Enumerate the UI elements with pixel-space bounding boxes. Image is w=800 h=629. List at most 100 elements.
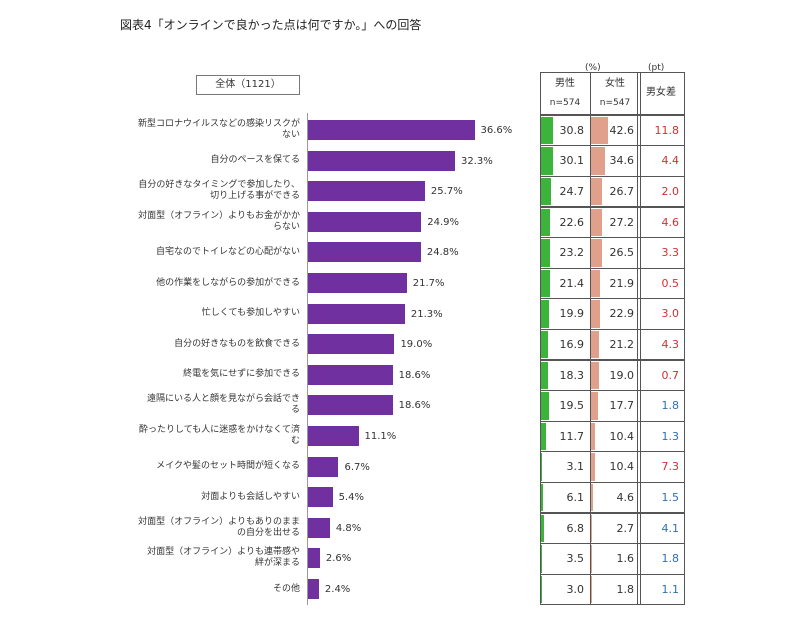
category-label: 自分の好きなものを飲食できる [174,338,300,349]
cell-value: 30.1 [559,154,585,168]
cell-bar [541,177,551,206]
category-label: 終電を気にせずに参加できる [183,369,300,380]
cell-value: 19.5 [559,399,585,413]
value-label: 6.7% [344,461,370,473]
category-label: 対面よりも会話しやすい [201,491,300,502]
value-label: 2.4% [324,584,351,595]
axis-line [307,113,308,605]
cell-value: 42.6 [609,123,635,137]
cell-bar [591,422,596,451]
category-label: 対面型（オフライン）よりも連帯感や 絆が深まる [147,547,300,569]
bar [308,548,320,569]
cell-value: 10.4 [609,429,635,443]
diff-value: 1.3 [661,429,680,443]
table-header [590,72,641,115]
cell-value: 34.6 [609,154,635,168]
cell-value: 10.4 [609,460,635,474]
cell-bar [541,239,551,267]
category-label: 遠隔にいる人と顔を見ながら会話でき る [146,394,300,416]
cell-bar [591,300,601,328]
table-cell [590,573,641,606]
cell-bar [591,147,605,175]
category-label: 忙しくても参加しやすい [201,308,300,319]
bar [308,150,455,171]
cell-bar [541,392,549,420]
cell-value: 21.2 [609,337,635,351]
value-label: 21.3% [410,308,443,320]
value-label: 24.8% [426,247,459,259]
cell-bar [591,330,600,359]
column-name: 男女差 [646,87,676,98]
diff-value: 4.1 [661,521,680,535]
cell-value: 11.7 [559,429,585,443]
category-label: メイクや髪のセット時間が短くなる [156,461,300,472]
column-name: 女性 [605,78,625,89]
cell-value: 23.2 [559,246,585,260]
value-label: 19.0% [400,339,433,351]
bar [308,120,475,140]
bar [308,487,333,508]
diff-value: 1.1 [661,582,680,596]
cell-value: 19.9 [559,307,585,321]
value-label: 36.6% [480,125,513,136]
value-label: 18.6% [398,400,431,412]
diff-value: 7.3 [661,460,680,474]
cell-bar [541,147,554,175]
bar [308,242,421,263]
value-label: 25.7% [430,186,463,198]
cell-bar [541,330,548,359]
cell-bar [541,545,543,573]
cell-bar [591,392,599,420]
cell-value: 1.6 [616,552,635,566]
bar [308,334,395,355]
cell-bar [591,361,599,390]
cell-value: 6.1 [566,490,585,504]
category-label: 自分の好きなタイミングで参加したり、 切り上げる事ができる [138,180,300,202]
unit-label: (%) [585,63,601,73]
column-n: n=574 [549,98,581,108]
diff-value: 4.4 [661,154,680,168]
legend: 全体（1121） [196,75,300,95]
cell-bar [541,269,550,298]
category-label: 自分のペースを保てる [210,155,300,166]
diff-value: 3.3 [661,246,680,260]
diff-value: 2.0 [661,184,680,198]
diff-value: 4.6 [661,215,680,229]
table-cell [637,573,685,606]
bar [308,456,339,477]
cell-bar [541,483,544,512]
cell-value: 21.9 [609,276,635,290]
unit-label: (pt) [648,63,665,73]
cell-bar [591,514,593,543]
cell-bar [591,208,602,237]
value-label: 2.6% [325,553,352,565]
column-n: n=547 [599,98,631,108]
bar [308,579,319,599]
diff-value: 0.7 [661,368,680,382]
cell-bar [541,208,551,237]
cell-bar [541,575,543,604]
cell-value: 27.2 [609,215,635,229]
cell-bar [541,361,549,390]
cell-value: 3.0 [566,582,585,596]
category-label: 他の作業をしながらの参加ができる [156,277,300,288]
cell-value: 22.6 [559,215,585,229]
cell-value: 21.4 [559,276,585,290]
bar [308,211,422,232]
diff-value: 4.3 [661,337,680,351]
cell-value: 26.7 [609,184,635,198]
cell-value: 4.6 [616,490,635,504]
cell-bar [591,575,592,604]
diff-value: 3.0 [661,307,680,321]
category-label: 自宅なのでトイレなどの心配がない [155,246,300,257]
bar [308,181,425,202]
cell-value: 6.8 [566,521,585,535]
cell-value: 30.8 [559,123,585,137]
diff-value: 1.8 [661,552,680,566]
category-label: 対面型（オフライン）よりもお金がかか らない [138,210,300,232]
table-header [637,72,685,115]
value-label: 5.4% [338,492,364,504]
chart-title: 図表4「オンラインで良かった点は何ですか。」への回答 [120,18,422,32]
diff-value: 11.8 [654,123,680,137]
